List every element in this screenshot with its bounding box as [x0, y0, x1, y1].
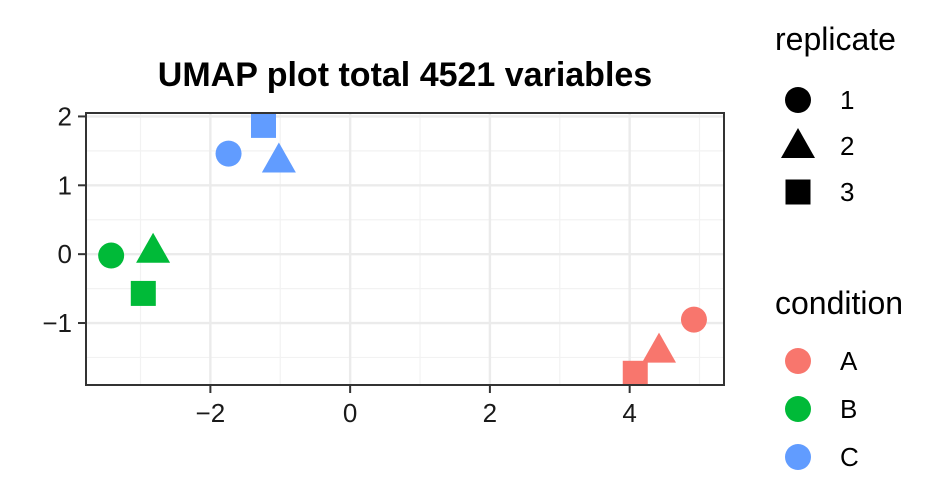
x-tick-label: −2 [196, 398, 226, 428]
legend-label-replicate-2: 2 [840, 131, 854, 161]
legends: replicate 1 2 3 condition ABC [775, 21, 903, 472]
y-tick-label: 1 [58, 170, 72, 200]
point-C-2 [261, 142, 296, 173]
legend-key-condition-C [785, 444, 811, 470]
point-B-3 [130, 280, 156, 306]
x-tick-label: 0 [343, 398, 357, 428]
x-tick-label: 4 [622, 398, 636, 428]
axes: −2 0 2 4 2 1 0 −1 [42, 101, 637, 428]
point-B-1 [98, 242, 125, 269]
legend-key-condition-B [785, 396, 811, 422]
legend-title-condition: condition [775, 285, 903, 321]
point-A-2 [642, 332, 677, 363]
plot-panel-border [85, 112, 725, 386]
legend-label-condition-C: C [840, 442, 859, 472]
legend-label-condition-B: B [840, 394, 857, 424]
grid [86, 113, 724, 385]
point-A-3 [622, 360, 648, 386]
legend-label-replicate-3: 3 [840, 177, 854, 207]
legend-key-replicate-2 [781, 128, 815, 158]
y-tick-label: 2 [58, 101, 72, 131]
chart-title: UMAP plot total 4521 variables [158, 56, 652, 94]
legend-title-replicate: replicate [775, 21, 896, 57]
x-tick-label: 2 [483, 398, 497, 428]
data-points [98, 112, 707, 386]
legend-key-replicate-3 [785, 179, 811, 205]
y-tick-label: −1 [42, 308, 72, 338]
legend-key-condition-A [785, 348, 811, 374]
legend-key-replicate-1 [785, 87, 811, 113]
point-C-3 [250, 112, 276, 138]
point-C-1 [215, 140, 242, 167]
legend-label-condition-A: A [840, 346, 858, 376]
y-tick-label: 0 [58, 239, 72, 269]
legend-label-replicate-1: 1 [840, 85, 854, 115]
point-A-1 [680, 306, 707, 333]
point-B-2 [136, 232, 171, 263]
